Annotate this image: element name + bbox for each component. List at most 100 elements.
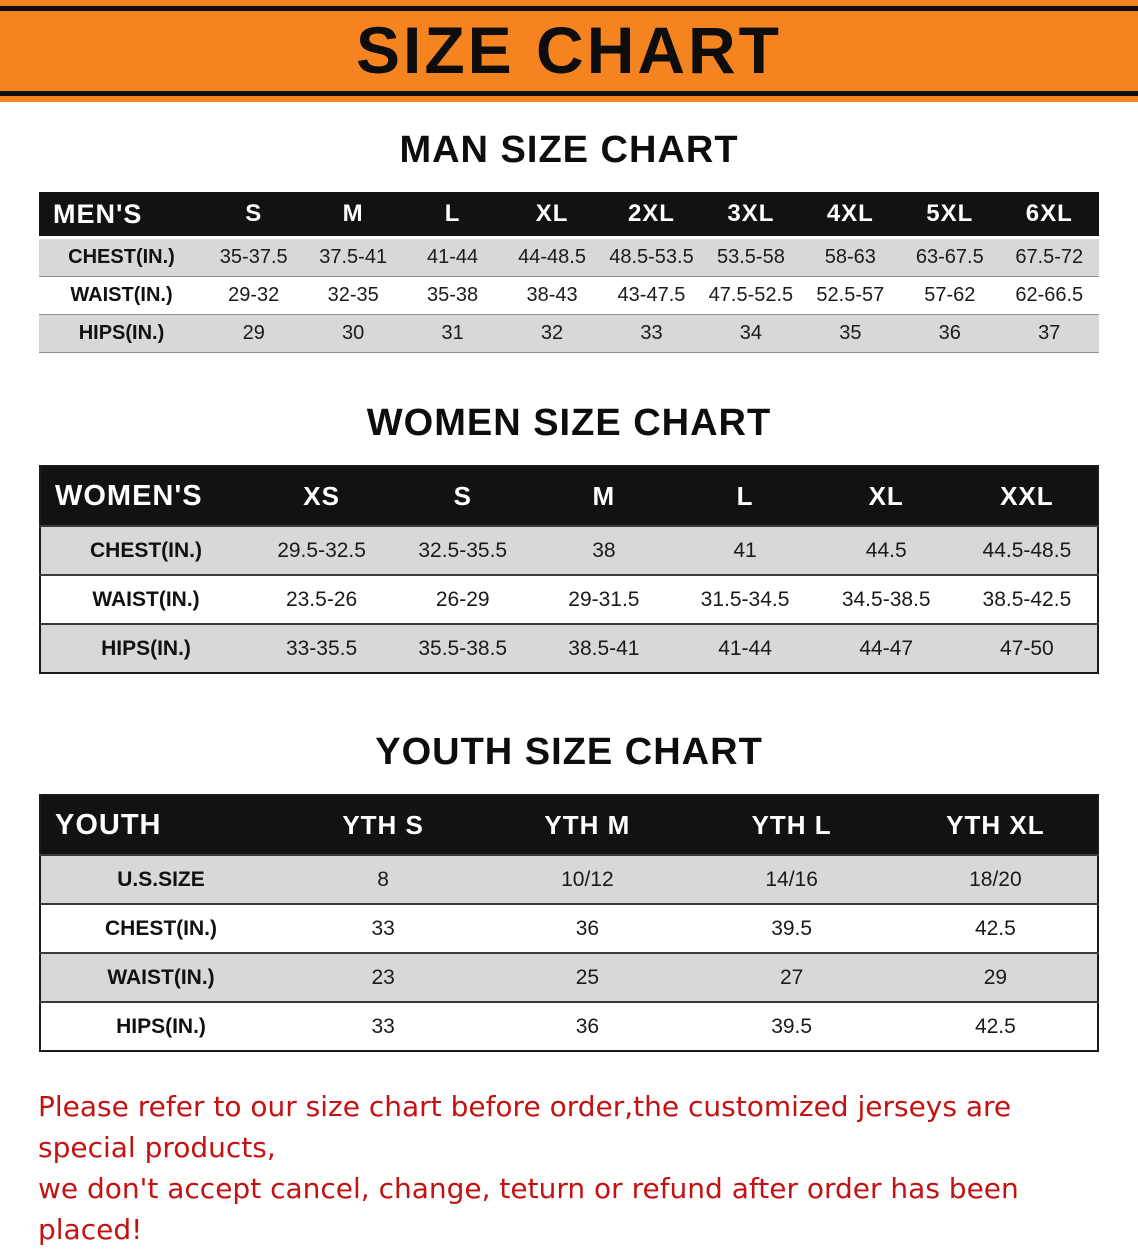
- row-label: CHEST(IN.): [105, 916, 217, 940]
- size-value-cell: 43-47.5: [617, 284, 686, 306]
- men-section: MAN SIZE CHART MEN'S S M L XL 2XL 3XL 4XL 5XL 6XL…: [0, 128, 1138, 353]
- size-column-header: L: [402, 192, 503, 239]
- row-label: HIPS(IN.): [116, 1014, 206, 1038]
- table-corner-label: WOMEN'S: [40, 466, 251, 526]
- size-value-cell: 57-62: [924, 284, 976, 306]
- size-value-cell: 23.5-26: [285, 587, 358, 611]
- women-section: WOMEN SIZE CHART WOMEN'S XS S M L XL XXL CHEST(…: [0, 401, 1138, 674]
- size-value-cell: 36: [575, 916, 600, 940]
- size-value-cell: 33-35.5: [285, 636, 358, 660]
- size-value-cell: 38: [592, 538, 616, 562]
- row-label: WAIST(IN.): [92, 587, 200, 611]
- size-value-cell: 62-66.5: [1015, 284, 1084, 306]
- size-column-header: YTH M: [485, 795, 690, 855]
- measure-row: HIPS(IN.) 33 36 39.5 42.5: [40, 1002, 1098, 1051]
- size-value-cell: 31.5-34.5: [700, 587, 790, 611]
- youth-section: YOUTH SIZE CHART YOUTH YTH S YTH M YTH L YTH…: [0, 730, 1138, 1052]
- size-value-cell: 34: [739, 322, 763, 344]
- size-column-header: XL: [502, 192, 602, 239]
- size-value-cell: 29: [242, 322, 265, 344]
- row-label: HIPS(IN.): [78, 322, 165, 344]
- size-value-cell: 44.5: [865, 538, 907, 562]
- size-value-cell: 36: [575, 1014, 600, 1038]
- size-value-cell: 44-47: [859, 636, 914, 660]
- size-column-header: M: [533, 466, 675, 526]
- measure-row: WAIST(IN.) 29-32 32-35 35-38 38-43 43-47.5 47.…: [39, 276, 1099, 315]
- size-value-cell: 53.5-58: [716, 246, 785, 268]
- size-column-header: S: [392, 466, 534, 526]
- measure-row: U.S.SIZE 8 10/12 14/16 18/20: [40, 855, 1098, 904]
- size-column-header: 3XL: [701, 192, 801, 239]
- size-value-cell: 10/12: [561, 867, 614, 891]
- size-value-cell: 29-31.5: [568, 587, 640, 611]
- measure-row: HIPS(IN.) 29 30 31 32 33 34 35 36 37: [39, 314, 1099, 353]
- banner: SIZE CHART: [0, 0, 1138, 102]
- measure-row: CHEST(IN.) 29.5-32.5 32.5-35.5 38 41 44.5 44.5…: [40, 526, 1098, 575]
- size-value-cell: 26-29: [435, 587, 490, 611]
- size-value-cell: 29: [983, 965, 1008, 989]
- table-corner-label: MEN'S: [39, 192, 204, 239]
- page-title: SIZE CHART: [356, 13, 782, 87]
- size-value-cell: 38-43: [526, 284, 578, 306]
- size-column-header: 5XL: [900, 192, 1000, 239]
- size-value-cell: 32.5-35.5: [418, 538, 508, 562]
- size-value-cell: 36: [938, 322, 961, 344]
- size-column-header: 6XL: [999, 192, 1099, 239]
- size-value-cell: 67.5-72: [1015, 246, 1084, 268]
- size-value-cell: 27: [779, 965, 804, 989]
- size-value-cell: 58-63: [824, 246, 876, 268]
- size-value-cell: 37.5-41: [319, 246, 388, 268]
- size-value-cell: 39.5: [771, 916, 813, 940]
- size-value-cell: 42.5: [974, 1014, 1016, 1038]
- size-value-cell: 14/16: [765, 867, 818, 891]
- size-column-header: XS: [251, 466, 393, 526]
- youth-section-heading: YOUTH SIZE CHART: [375, 731, 763, 773]
- size-column-header: XL: [815, 466, 957, 526]
- banner-inner: SIZE CHART: [0, 6, 1138, 96]
- women-section-heading: WOMEN SIZE CHART: [366, 402, 772, 444]
- size-value-cell: 34.5-38.5: [841, 587, 931, 611]
- size-column-header: S: [204, 192, 304, 239]
- measure-row: CHEST(IN.) 35-37.5 37.5-41 41-44 44-48.5 48.5…: [39, 237, 1099, 277]
- size-value-cell: 32: [540, 322, 564, 344]
- row-label: HIPS(IN.): [101, 636, 191, 660]
- size-value-cell: 38.5-41: [568, 636, 640, 660]
- size-value-cell: 63-67.5: [915, 246, 984, 268]
- men-section-heading: MAN SIZE CHART: [399, 129, 739, 171]
- size-column-header: YTH XL: [893, 795, 1098, 855]
- size-value-cell: 29.5-32.5: [277, 538, 366, 562]
- row-label: WAIST(IN.): [70, 284, 173, 306]
- header-row: WOMEN'S XS S M L XL XXL: [40, 466, 1098, 526]
- size-column-header: 4XL: [800, 192, 901, 239]
- size-value-cell: 41: [733, 538, 757, 562]
- size-value-cell: 39.5: [771, 1014, 813, 1038]
- measure-row: WAIST(IN.) 23.5-26 26-29 29-31.5 31.5-34.5 34…: [40, 575, 1098, 624]
- size-column-header: XXL: [956, 466, 1098, 526]
- size-value-cell: 29-32: [228, 284, 280, 306]
- measure-row: HIPS(IN.) 33-35.5 35.5-38.5 38.5-41 41-44 44-…: [40, 624, 1098, 673]
- size-value-cell: 25: [575, 965, 600, 989]
- disclaimer: Please refer to our size chart before or…: [38, 1086, 1100, 1250]
- size-value-cell: 47-50: [1000, 636, 1054, 660]
- measure-row: WAIST(IN.) 23 25 27 29: [40, 953, 1098, 1002]
- disclaimer-line-2: we don't accept cancel, change, teturn o…: [38, 1172, 1019, 1246]
- size-value-cell: 18/20: [969, 867, 1022, 891]
- size-value-cell: 35-37.5: [219, 246, 288, 268]
- size-value-cell: 33: [371, 1014, 395, 1038]
- size-value-cell: 42.5: [974, 916, 1016, 940]
- size-value-cell: 48.5-53.5: [609, 246, 694, 268]
- size-column-header: 2XL: [601, 192, 702, 239]
- header-row: YOUTH YTH S YTH M YTH L YTH XL: [40, 795, 1098, 855]
- size-value-cell: 31: [441, 322, 464, 344]
- size-value-cell: 35-38: [427, 284, 479, 306]
- size-column-header: L: [674, 466, 816, 526]
- size-column-header: YTH S: [281, 795, 486, 855]
- size-value-cell: 32-35: [327, 284, 379, 306]
- size-value-cell: 44-48.5: [518, 246, 586, 268]
- size-value-cell: 35.5-38.5: [418, 636, 508, 660]
- row-label: U.S.SIZE: [117, 867, 205, 891]
- size-value-cell: 35: [839, 322, 862, 344]
- row-label: CHEST(IN.): [68, 246, 175, 268]
- table-corner-label: YOUTH: [40, 795, 281, 855]
